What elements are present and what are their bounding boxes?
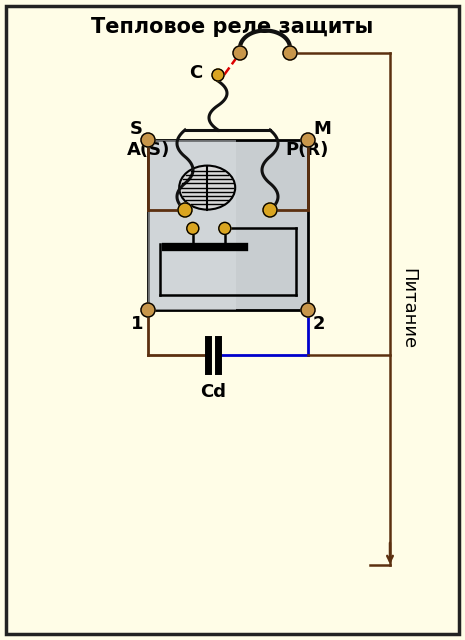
Circle shape [233,46,247,60]
Circle shape [301,303,315,317]
Text: A(S): A(S) [126,141,170,159]
Circle shape [178,203,192,217]
Text: M: M [313,120,331,138]
Circle shape [219,223,231,234]
Text: Питание: Питание [399,268,417,349]
Circle shape [301,133,315,147]
Circle shape [141,133,155,147]
Circle shape [263,203,277,217]
Bar [148,140,236,310]
Text: P(R): P(R) [285,141,328,159]
Circle shape [212,69,224,81]
Text: C: C [189,64,202,82]
Text: Тепловое реле защиты: Тепловое реле защиты [91,17,373,37]
Text: S: S [130,120,143,138]
Bar [148,140,308,310]
Circle shape [187,223,199,234]
Circle shape [283,46,297,60]
Text: Cd: Cd [200,383,226,401]
Text: 1: 1 [131,315,143,333]
Circle shape [141,303,155,317]
Ellipse shape [179,166,235,210]
Text: 2: 2 [313,315,325,333]
